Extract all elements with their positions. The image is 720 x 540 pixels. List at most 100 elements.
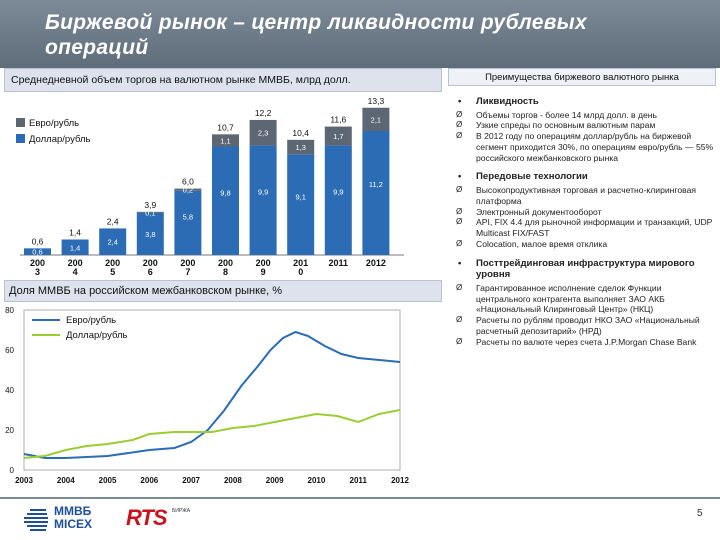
- micex-logo-line2: MICEX: [54, 517, 93, 531]
- advantage-item: Ø Объемы торгов - более 14 млрд долл. в д…: [450, 110, 716, 121]
- bar-total-label: 11,6: [330, 115, 346, 125]
- bar-value-label: 0,6: [32, 248, 42, 257]
- y-tick-label: 20: [5, 426, 14, 435]
- advantage-item-text: Высокопродуктивная торговая и расчетно-к…: [476, 184, 697, 206]
- share-chart-heading: Доля ММВБ на российском межбанковском ры…: [4, 280, 442, 302]
- x-tick-label: 2006: [140, 476, 158, 485]
- bar-total-label: 1,4: [69, 228, 81, 238]
- y-tick-label: 40: [5, 386, 14, 395]
- legend-label-dollar: Доллар/рубль: [29, 134, 90, 145]
- arrow-bullet-icon: Ø: [456, 336, 463, 346]
- bar-total-label: 6,0: [182, 177, 194, 187]
- advantage-item: Ø Гарантированное исполнение сделок Функц…: [450, 283, 716, 315]
- legend-label-euro: Евро/рубль: [29, 118, 79, 129]
- rts-logo: RTS: [126, 505, 168, 530]
- arrow-bullet-icon: Ø: [456, 131, 463, 141]
- bar-euro-rub: [324, 126, 352, 146]
- advantage-item-text: Colocation, малое время отклика: [476, 238, 608, 249]
- bar-value-label: 1,7: [333, 132, 343, 141]
- bar-dollar-rub: [136, 212, 164, 255]
- micex-logo-line1: ММВБ: [54, 504, 92, 518]
- arrow-bullet-icon: Ø: [456, 109, 463, 119]
- x-tick-label: 200: [30, 258, 45, 268]
- bar-euro-rub: [287, 139, 315, 155]
- x-tick-label: 0: [298, 267, 303, 277]
- micex-logo-mark: [24, 507, 50, 533]
- x-tick-label: 200: [218, 258, 233, 268]
- line-dollar-rub: [23, 409, 401, 459]
- bar-dollar-rub: [24, 248, 51, 255]
- arrow-bullet-icon: Ø: [456, 282, 463, 292]
- micex-logo-text: ММВБ MICEX: [54, 505, 92, 531]
- arrow-bullet-icon: Ø: [456, 217, 463, 227]
- legend-label: Доллар/рубль: [66, 330, 127, 341]
- bar-total-label: 10,4: [292, 128, 309, 138]
- bar-total-label: 0,6: [32, 236, 44, 246]
- advantage-heading: Ликвидность: [450, 96, 716, 108]
- bar-value-label: 3,8: [145, 230, 155, 239]
- x-tick-label: 2011: [350, 476, 368, 485]
- bar-dollar-rub: [212, 146, 239, 255]
- x-tick-label: 2012: [366, 258, 386, 268]
- y-tick-label: 0: [10, 466, 15, 475]
- advantage-item: Ø Электронный документооборот: [450, 207, 716, 218]
- advantage-section: Передовые технологииØВысокопродуктивная …: [450, 171, 716, 249]
- plot-area: [23, 309, 401, 471]
- advantage-item-text: Расчеты по рублям проводит НКО ЗАО «Наци…: [476, 315, 700, 336]
- bar-dollar-rub: [174, 190, 202, 255]
- legend-label: Евро/рубль: [66, 315, 116, 326]
- bar-value-label: 1,4: [70, 243, 80, 252]
- bar-value-label: 11,2: [369, 180, 383, 189]
- page-number: 5: [697, 508, 703, 519]
- volume-bar-chart: 0,60,620031,41,420042,42,420053,80,13,92…: [16, 96, 404, 277]
- advantage-item: Ø Высокопродуктивная торговая и расчетно-…: [450, 185, 716, 207]
- rts-logo-subtitle: БИРЖА: [172, 508, 191, 514]
- bar-value-label: 9,9: [333, 188, 343, 197]
- share-line-chart: 0 20 40 60 80 2003 2004 2005 2006 2007 2008 2009 201…: [5, 306, 409, 485]
- bar-euro-rub: [136, 211, 164, 213]
- bar-value-label: 9,8: [220, 188, 230, 197]
- advantages-heading: Преимущества биржевого валютного рынка: [448, 68, 716, 86]
- advantage-items: Ø Объемы торгов - более 14 млрд долл. в д…: [450, 110, 716, 164]
- arrow-bullet-icon: Ø: [456, 206, 463, 216]
- advantage-item-text: Расчеты по валюте через счета J.P.Morgan…: [476, 336, 697, 347]
- bar-euro-rub: [212, 134, 239, 147]
- x-tick-label: 2005: [99, 476, 117, 485]
- bar-euro-rub: [362, 107, 390, 131]
- advantage-heading: Передовые технологии: [450, 171, 716, 183]
- advantage-items: Ø Высокопродуктивная торговая и расчетно-…: [450, 185, 716, 250]
- bar-value-label: 0,1: [145, 208, 155, 217]
- advantage-item: Ø Colocation, малое время отклика: [450, 239, 716, 250]
- x-tick-label: 2008: [224, 476, 242, 485]
- footer-divider: [0, 497, 720, 499]
- advantage-section: Посттрейдинговая инфраструктура мирового…: [450, 258, 716, 348]
- advantage-item: Ø API, FIX 4.4 для рыночной информации и …: [450, 217, 716, 239]
- x-tick-label: 200: [256, 258, 271, 268]
- x-tick-label: 2007: [182, 476, 200, 485]
- arrow-bullet-icon: Ø: [456, 184, 463, 194]
- x-tick-label: 2010: [308, 476, 326, 485]
- x-tick-label: 201: [293, 258, 308, 268]
- bar-value-label: 9,1: [295, 193, 305, 202]
- x-tick-label: 4: [73, 267, 78, 277]
- x-tick-label: 7: [185, 267, 190, 277]
- bar-value-label: 0,2: [183, 186, 193, 195]
- x-tick-label: 3: [35, 267, 40, 277]
- x-tick-label: 200: [180, 258, 195, 268]
- bar-value-label: 2,1: [371, 115, 381, 124]
- x-tick-label: 5: [110, 267, 115, 277]
- x-tick-label: 2011: [329, 258, 349, 268]
- x-tick-label: 2012: [391, 476, 409, 485]
- advantage-item-text: В 2012 году по операциям доллар/рубль на…: [476, 131, 714, 163]
- advantage-item-text: API, FIX 4.4 для рыночной информации и т…: [476, 217, 713, 239]
- advantage-item-text: Узкие спреды по основным валютным парам: [476, 120, 656, 131]
- advantage-heading: Посттрейдинговая инфраструктура мирового…: [450, 258, 716, 281]
- arrow-bullet-icon: Ø: [456, 120, 463, 130]
- y-tick-label: 60: [5, 346, 14, 355]
- bar-total-label: 13,3: [368, 96, 385, 106]
- bar-value-label: 2,4: [107, 238, 117, 247]
- advantage-item-text: Гарантированное исполнение сделок Функци…: [476, 282, 665, 315]
- x-tick-label: 2009: [266, 476, 284, 485]
